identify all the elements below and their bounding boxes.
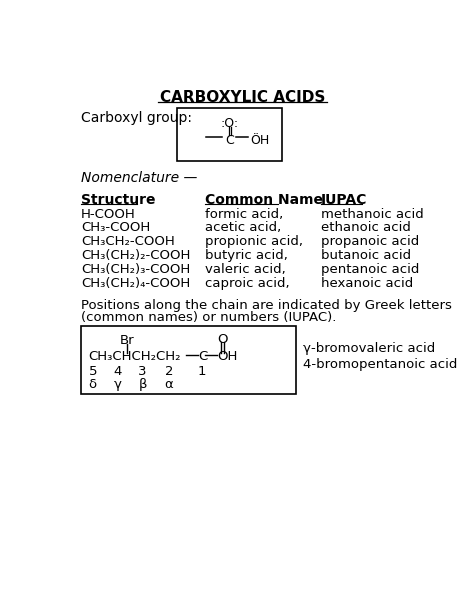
Text: propanoic acid: propanoic acid (321, 235, 419, 248)
Text: γ-bromovaleric acid: γ-bromovaleric acid (303, 341, 436, 354)
Text: H-COOH: H-COOH (81, 208, 136, 221)
Text: Nomenclature —: Nomenclature — (81, 170, 197, 185)
Text: Carboxyl group:: Carboxyl group: (81, 110, 192, 124)
Text: butyric acid,: butyric acid, (205, 249, 288, 262)
Text: formic acid,: formic acid, (205, 208, 283, 221)
Text: :O:: :O: (220, 118, 238, 131)
Text: caproic acid,: caproic acid, (205, 277, 290, 290)
Text: 2: 2 (164, 365, 173, 378)
Text: valeric acid,: valeric acid, (205, 263, 286, 276)
Text: C: C (198, 350, 207, 363)
Text: β: β (138, 378, 147, 390)
Text: CH₃(CH₂)₄-COOH: CH₃(CH₂)₄-COOH (81, 277, 190, 290)
Text: γ: γ (113, 378, 121, 390)
Text: Structure: Structure (81, 193, 155, 207)
Text: CH₃-COOH: CH₃-COOH (81, 221, 150, 234)
Bar (81, 326, 296, 394)
Text: 4-bromopentanoic acid: 4-bromopentanoic acid (303, 359, 458, 371)
Text: CH₃(CH₂)₃-COOH: CH₃(CH₂)₃-COOH (81, 263, 190, 276)
Text: CH₃CHCH₂CH₂: CH₃CHCH₂CH₂ (89, 350, 181, 363)
Text: 4: 4 (113, 365, 122, 378)
Text: 3: 3 (138, 365, 147, 378)
Text: CH₃CH₂-COOH: CH₃CH₂-COOH (81, 235, 175, 248)
Text: Positions along the chain are indicated by Greek letters: Positions along the chain are indicated … (81, 299, 452, 312)
Text: Br: Br (120, 334, 135, 347)
Text: ethanoic acid: ethanoic acid (321, 221, 411, 234)
Text: δ: δ (89, 378, 97, 390)
Text: acetic acid,: acetic acid, (205, 221, 281, 234)
Text: propionic acid,: propionic acid, (205, 235, 303, 248)
Text: ÖH: ÖH (250, 134, 270, 147)
Text: 1: 1 (198, 365, 207, 378)
Text: 5: 5 (89, 365, 97, 378)
Text: hexanoic acid: hexanoic acid (321, 277, 413, 290)
Text: IUPAC: IUPAC (321, 193, 367, 207)
Text: methanoic acid: methanoic acid (321, 208, 424, 221)
Text: α: α (164, 378, 173, 390)
Text: butanoic acid: butanoic acid (321, 249, 411, 262)
Text: O: O (217, 333, 227, 346)
Bar (177, 109, 282, 161)
Text: (common names) or numbers (IUPAC).: (common names) or numbers (IUPAC). (81, 311, 337, 324)
Text: C: C (225, 134, 234, 147)
Text: CARBOXYLIC ACIDS: CARBOXYLIC ACIDS (160, 91, 326, 105)
Text: OH: OH (218, 350, 238, 363)
Text: Common Name: Common Name (205, 193, 323, 207)
Text: pentanoic acid: pentanoic acid (321, 263, 419, 276)
Text: CH₃(CH₂)₂-COOH: CH₃(CH₂)₂-COOH (81, 249, 191, 262)
